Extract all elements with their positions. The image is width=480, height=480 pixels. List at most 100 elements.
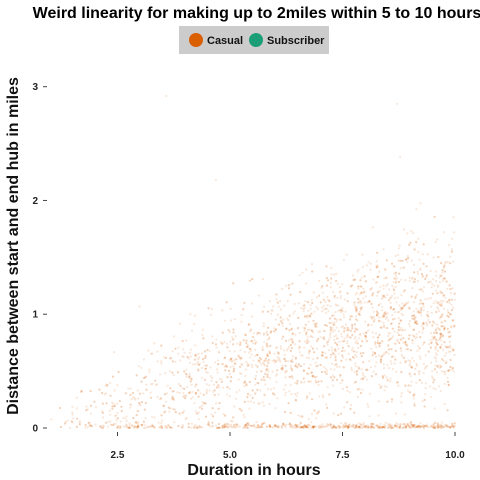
scatter-point: [261, 422, 264, 425]
scatter-point: [418, 424, 421, 428]
scatter-point: [147, 426, 150, 429]
scatter-point: [339, 375, 342, 378]
scatter-point: [174, 347, 177, 350]
scatter-point: [223, 425, 226, 428]
scatter-point: [169, 356, 172, 359]
scatter-point: [398, 244, 401, 247]
scatter-point: [440, 365, 443, 368]
scatter-point: [261, 345, 264, 349]
scatter-point: [433, 356, 436, 359]
scatter-point: [268, 425, 272, 429]
scatter-point: [312, 425, 316, 428]
scatter-point: [365, 264, 368, 267]
scatter-point: [289, 411, 292, 414]
scatter-point: [390, 426, 393, 429]
scatter-point: [440, 370, 444, 373]
scatter-point: [149, 425, 152, 428]
scatter-point: [287, 319, 290, 322]
scatter-point: [194, 344, 197, 347]
scatter-point: [394, 271, 398, 274]
scatter-point: [143, 408, 146, 411]
scatter-point: [418, 425, 421, 428]
scatter-point: [297, 327, 300, 330]
scatter-point: [225, 425, 228, 428]
scatter-point: [275, 328, 278, 331]
scatter-point: [382, 295, 385, 298]
scatter-point: [126, 426, 129, 429]
scatter-point: [284, 370, 288, 373]
scatter-point: [101, 426, 104, 430]
scatter-point: [291, 369, 294, 372]
scatter-point: [286, 299, 289, 303]
scatter-point: [273, 330, 276, 333]
scatter-point: [243, 416, 246, 419]
scatter-point: [291, 282, 294, 285]
scatter-point: [267, 326, 270, 329]
scatter-point: [251, 424, 254, 427]
scatter-point: [452, 348, 455, 351]
scatter-point: [396, 381, 399, 384]
scatter-point: [346, 292, 349, 295]
scatter-point: [129, 393, 132, 396]
scatter-point: [165, 392, 169, 395]
scatter-point: [442, 335, 445, 338]
scatter-point: [377, 336, 380, 339]
scatter-point: [321, 423, 324, 426]
scatter-point: [303, 304, 306, 307]
scatter-point: [344, 323, 348, 326]
scatter-point: [193, 314, 197, 317]
scatter-point: [451, 348, 454, 351]
scatter-point: [326, 406, 329, 409]
scatter-point: [432, 320, 435, 323]
scatter-point: [326, 340, 329, 343]
scatter-point: [385, 351, 388, 354]
scatter-point: [197, 424, 201, 427]
scatter-point: [449, 330, 452, 333]
scatter-point: [287, 402, 290, 405]
scatter-point: [438, 426, 441, 429]
scatter-point: [392, 289, 396, 292]
scatter-point: [362, 374, 365, 377]
scatter-point: [444, 260, 447, 263]
scatter-point: [406, 424, 409, 427]
scatter-point: [438, 424, 441, 427]
scatter-point: [425, 425, 428, 428]
scatter-point: [439, 315, 442, 318]
scatter-point: [447, 244, 451, 247]
scatter-point: [211, 341, 214, 344]
scatter-point: [331, 379, 334, 382]
scatter-point: [305, 331, 308, 334]
scatter-point: [394, 424, 397, 427]
scatter-point: [311, 270, 314, 273]
scatter-point: [160, 397, 163, 400]
scatter-point: [436, 426, 439, 429]
scatter-point: [384, 313, 387, 316]
scatter-point: [414, 297, 417, 300]
scatter-point: [326, 406, 329, 409]
scatter-point: [381, 375, 384, 378]
scatter-point: [211, 424, 214, 427]
scatter-point: [390, 362, 393, 365]
scatter-point: [363, 425, 366, 428]
scatter-point: [437, 255, 440, 259]
scatter-point: [240, 409, 243, 412]
scatter-point: [160, 421, 163, 424]
scatter-point: [433, 335, 436, 338]
scatter-point: [180, 426, 183, 429]
scatter-point: [420, 308, 423, 311]
scatter-point: [442, 348, 445, 351]
scatter-point: [418, 347, 421, 350]
scatter-point: [122, 416, 125, 420]
scatter-point: [291, 340, 294, 344]
scatter-point: [377, 426, 380, 429]
scatter-point: [358, 313, 361, 316]
scatter-point: [409, 421, 412, 425]
scatter-point: [181, 387, 184, 390]
scatter-point: [313, 425, 316, 428]
scatter-point: [204, 367, 208, 370]
scatter-point: [120, 405, 123, 408]
scatter-point: [323, 299, 326, 302]
scatter-point: [294, 364, 297, 368]
scatter-point: [301, 415, 304, 418]
scatter-point: [383, 315, 386, 318]
